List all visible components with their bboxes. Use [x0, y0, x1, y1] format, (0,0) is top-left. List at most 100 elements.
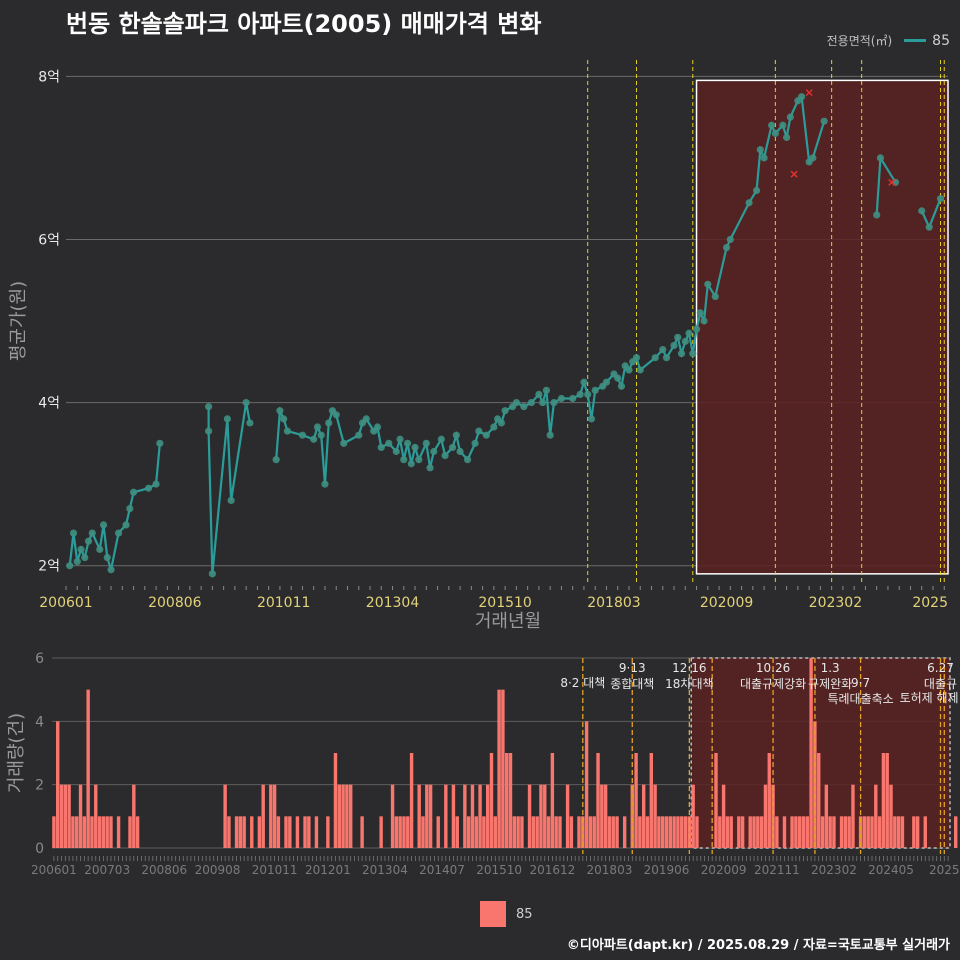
price-point — [700, 317, 708, 325]
price-point — [208, 570, 216, 578]
price-point — [152, 480, 160, 488]
price-point — [925, 223, 933, 231]
price-series-line — [207, 402, 251, 574]
volume-bar — [482, 816, 486, 848]
price-point — [448, 443, 457, 452]
volume-bar — [813, 721, 817, 848]
policy-annotation: 1.3 — [821, 661, 840, 675]
volume-bar — [889, 784, 893, 848]
policy-annotation: 대출규 — [924, 677, 957, 691]
price-point — [768, 121, 776, 129]
volume-bar — [569, 816, 574, 848]
volume-bar — [577, 816, 581, 848]
volume-bar — [272, 784, 277, 848]
price-point — [422, 439, 430, 447]
volume-bar — [341, 784, 345, 848]
volume-bar — [360, 816, 364, 848]
price-point — [662, 354, 671, 362]
price-point — [452, 431, 460, 439]
bar-y-tick-label: 6 — [35, 651, 44, 667]
chart-title: 번동 한솔솔파크 아파트(2005) 매매가격 변화 — [66, 10, 542, 38]
price-point — [539, 398, 547, 407]
volume-bar — [284, 816, 288, 848]
volume-bar — [641, 784, 646, 848]
volume-bar — [539, 784, 543, 848]
price-point — [512, 398, 520, 407]
legend-bar-swatch — [480, 901, 506, 927]
volume-bar — [67, 784, 71, 848]
x-tick-label: 201011 — [257, 595, 310, 611]
volume-bar — [303, 816, 307, 848]
volume-bar — [885, 753, 889, 848]
price-point — [471, 439, 479, 447]
volume-bar — [912, 816, 916, 848]
volume-bar — [714, 753, 718, 848]
volume-bar — [451, 784, 456, 848]
volume-bar — [737, 816, 741, 848]
volume-bar — [839, 816, 844, 848]
price-point — [756, 146, 764, 154]
volume-bar — [721, 784, 726, 848]
price-point — [227, 496, 235, 505]
price-point — [114, 529, 123, 537]
volume-bar — [915, 816, 920, 848]
price-point — [310, 435, 318, 443]
volume-bar — [398, 816, 402, 848]
price-point — [798, 93, 806, 101]
volume-bar — [379, 816, 383, 848]
price-point — [490, 423, 498, 431]
price-point — [355, 431, 363, 439]
volume-bar — [691, 784, 695, 848]
price-point — [636, 366, 644, 374]
volume-bar — [512, 816, 517, 848]
legend-bottom: 85 — [480, 901, 533, 927]
volume-bar — [676, 816, 680, 848]
y-tick-label: 8억 — [38, 69, 60, 85]
price-point — [482, 431, 490, 439]
price-point — [283, 427, 292, 435]
bar-x-tick-label: 202302 — [811, 863, 857, 877]
price-point — [385, 439, 393, 447]
volume-bar — [756, 816, 760, 848]
volume-bar — [565, 784, 570, 848]
x-tick-label: 200806 — [148, 595, 202, 611]
x-tick-label: 202009 — [700, 595, 753, 611]
price-point — [670, 341, 678, 350]
volume-bar — [900, 816, 905, 848]
policy-annotation: 토허제 해제 — [900, 691, 959, 705]
volume-bar — [763, 784, 768, 848]
volume-bar — [657, 816, 661, 848]
volume-bar — [508, 753, 513, 848]
volume-bar — [234, 816, 239, 848]
volume-bar — [63, 784, 68, 848]
volume-bar — [463, 784, 467, 848]
volume-bar — [493, 816, 497, 848]
volume-bar — [664, 816, 669, 848]
volume-bar — [470, 784, 475, 848]
volume-bar — [687, 816, 692, 848]
price-point — [722, 243, 731, 252]
volume-bar — [520, 816, 524, 848]
bar-x-tick-label: 201612 — [529, 863, 575, 877]
price-point — [681, 337, 689, 345]
price-point — [69, 529, 78, 537]
price-point — [632, 354, 641, 362]
volume-bar — [116, 816, 121, 848]
price-point — [415, 456, 423, 464]
legend-top: 전용면적(㎡) 85 — [827, 32, 950, 49]
volume-bar — [94, 784, 98, 848]
price-point — [223, 415, 231, 423]
volume-bar — [128, 816, 132, 848]
volume-bar — [558, 816, 562, 848]
volume-bar — [748, 816, 752, 848]
bar-x-tick-label: 202405 — [868, 863, 914, 877]
price-point — [362, 415, 370, 423]
volume-bar — [501, 689, 505, 848]
price-point — [674, 333, 682, 341]
volume-bar — [615, 816, 619, 848]
volume-bar — [436, 816, 440, 848]
volume-bar — [866, 816, 870, 848]
price-point — [103, 553, 111, 562]
volume-bar — [82, 816, 87, 848]
